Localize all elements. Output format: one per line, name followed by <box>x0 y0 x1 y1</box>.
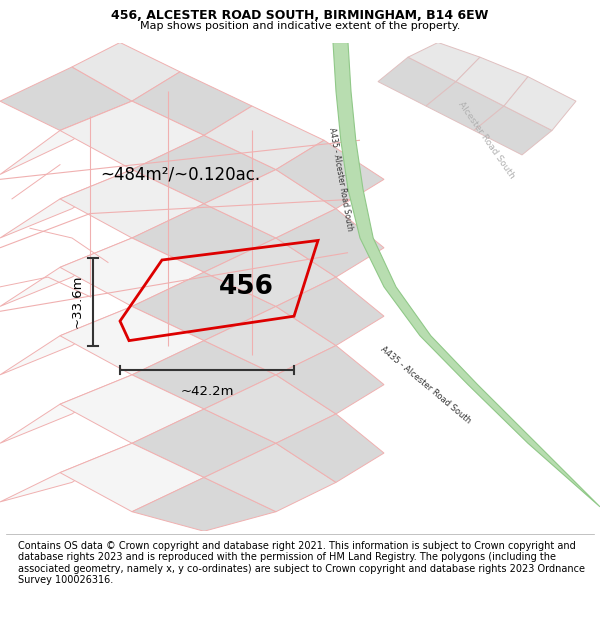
Polygon shape <box>60 443 204 512</box>
Polygon shape <box>276 209 384 277</box>
Polygon shape <box>474 106 552 155</box>
Polygon shape <box>0 306 132 375</box>
Polygon shape <box>132 272 276 341</box>
Polygon shape <box>60 306 204 375</box>
Polygon shape <box>60 169 204 238</box>
Polygon shape <box>132 341 276 409</box>
Polygon shape <box>426 82 504 131</box>
Polygon shape <box>204 106 324 169</box>
Polygon shape <box>456 57 528 106</box>
Text: Contains OS data © Crown copyright and database right 2021. This information is : Contains OS data © Crown copyright and d… <box>18 541 585 586</box>
Polygon shape <box>204 238 336 306</box>
Text: A435 - Alcester Road South: A435 - Alcester Road South <box>379 344 473 425</box>
Polygon shape <box>0 443 132 502</box>
Polygon shape <box>60 375 204 443</box>
Polygon shape <box>0 375 132 443</box>
Polygon shape <box>276 140 384 209</box>
Text: 456: 456 <box>218 274 274 300</box>
Polygon shape <box>132 409 276 478</box>
Polygon shape <box>204 443 336 512</box>
Polygon shape <box>0 238 132 306</box>
Polygon shape <box>0 101 132 174</box>
Polygon shape <box>408 42 480 82</box>
Text: Map shows position and indicative extent of the property.: Map shows position and indicative extent… <box>140 21 460 31</box>
Polygon shape <box>204 169 336 238</box>
Text: ~484m²/~0.120ac.: ~484m²/~0.120ac. <box>100 166 260 184</box>
Text: ~33.6m: ~33.6m <box>71 275 84 328</box>
Polygon shape <box>276 346 384 414</box>
Polygon shape <box>0 67 132 131</box>
Polygon shape <box>204 306 336 375</box>
Polygon shape <box>60 238 204 306</box>
Polygon shape <box>378 57 456 106</box>
Polygon shape <box>132 478 276 531</box>
Polygon shape <box>0 169 132 238</box>
Text: Alcester Road South: Alcester Road South <box>456 100 516 181</box>
Polygon shape <box>504 77 576 131</box>
Polygon shape <box>204 375 336 443</box>
Text: 456, ALCESTER ROAD SOUTH, BIRMINGHAM, B14 6EW: 456, ALCESTER ROAD SOUTH, BIRMINGHAM, B1… <box>112 9 488 22</box>
Polygon shape <box>276 414 384 482</box>
Polygon shape <box>276 277 384 346</box>
Polygon shape <box>333 42 600 507</box>
Polygon shape <box>72 42 180 101</box>
Polygon shape <box>132 204 276 272</box>
Text: A435 - Alcester Road South: A435 - Alcester Road South <box>326 127 354 232</box>
Polygon shape <box>132 72 252 136</box>
Polygon shape <box>132 136 276 204</box>
Text: ~42.2m: ~42.2m <box>180 384 234 398</box>
Polygon shape <box>60 101 204 169</box>
